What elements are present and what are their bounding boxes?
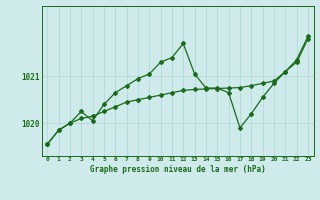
X-axis label: Graphe pression niveau de la mer (hPa): Graphe pression niveau de la mer (hPa) bbox=[90, 165, 266, 174]
